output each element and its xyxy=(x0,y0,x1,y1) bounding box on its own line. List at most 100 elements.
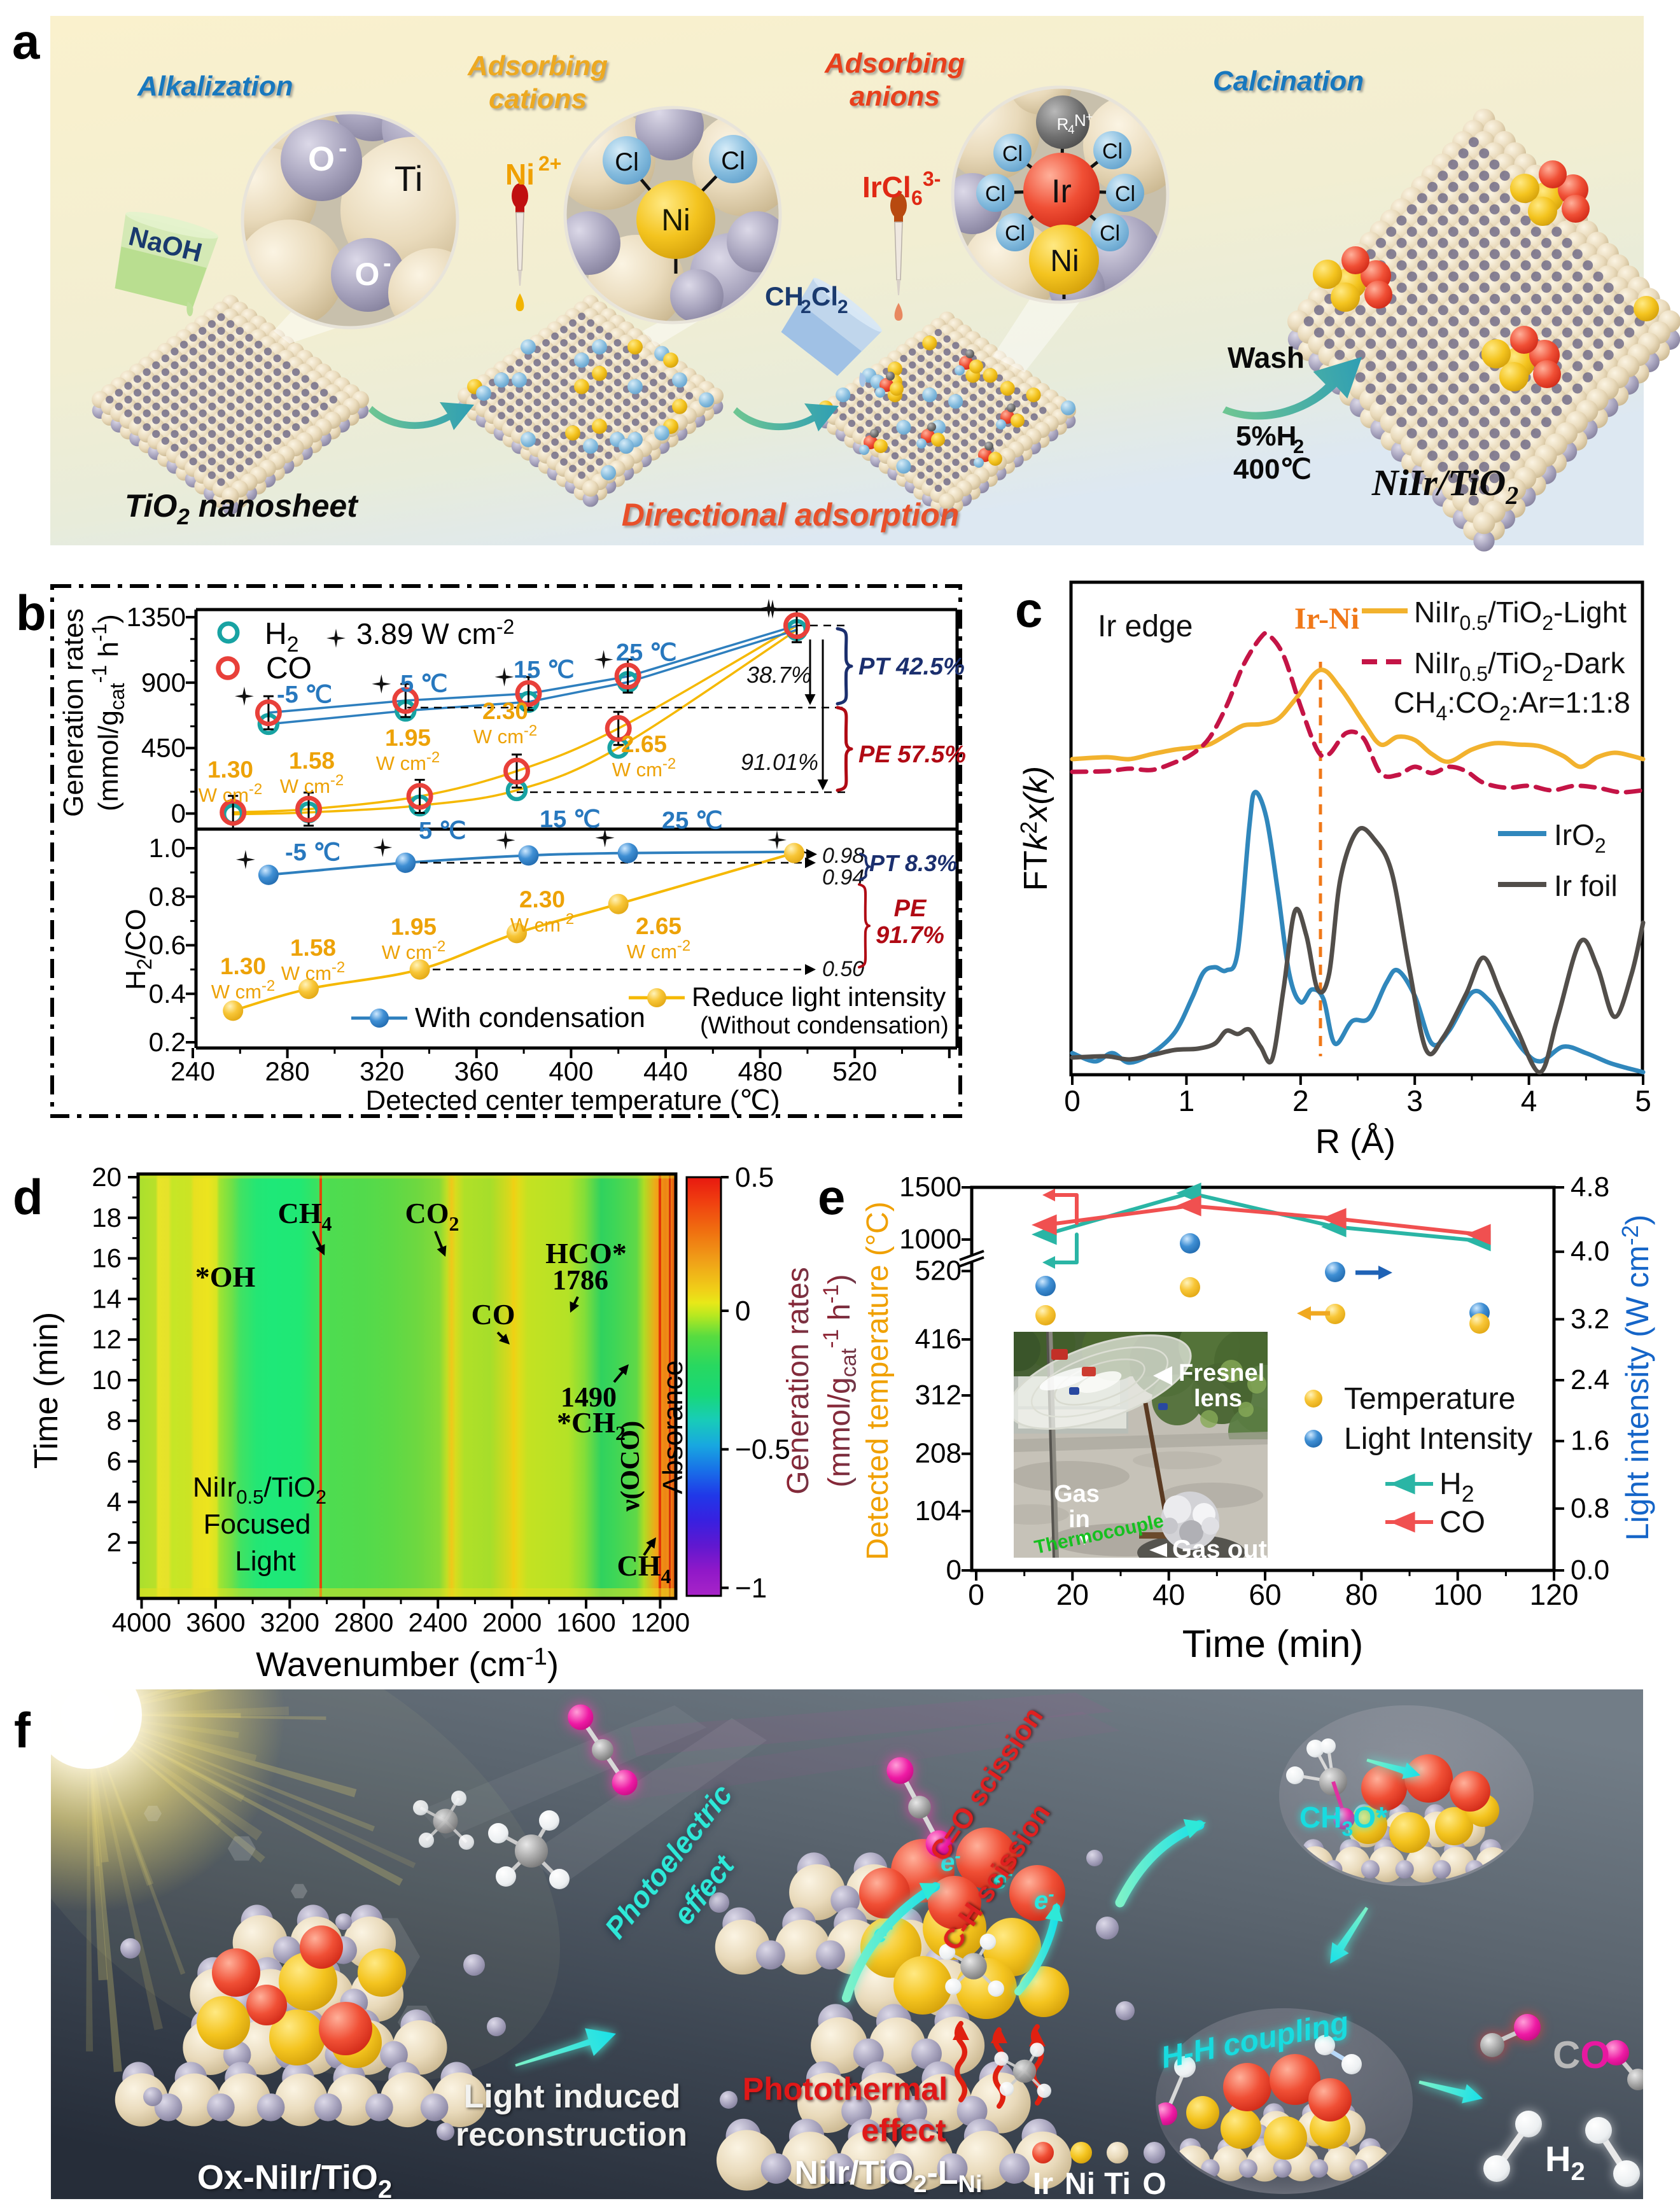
svg-text:0.98: 0.98 xyxy=(822,844,864,868)
svg-text:0: 0 xyxy=(968,1578,984,1611)
svg-text:3.89 W cm-2: 3.89 W cm-2 xyxy=(356,615,514,650)
svg-text:0: 0 xyxy=(171,799,186,828)
svg-text:25 ℃: 25 ℃ xyxy=(616,639,677,666)
svg-text:0.2: 0.2 xyxy=(149,1027,186,1057)
svg-text:0.6: 0.6 xyxy=(149,930,186,960)
svg-text:25 ℃: 25 ℃ xyxy=(662,807,723,834)
svg-text:520: 520 xyxy=(832,1056,877,1086)
svg-text:1.58: 1.58 xyxy=(289,748,335,774)
svg-text:18: 18 xyxy=(92,1203,122,1233)
svg-text:PT 42.5%: PT 42.5% xyxy=(858,653,965,680)
svg-text:Ox-NiIr/TiO2: Ox-NiIr/TiO2 xyxy=(197,2158,392,2204)
svg-text:0.4: 0.4 xyxy=(149,979,186,1009)
svg-text:HCO*: HCO* xyxy=(545,1237,627,1269)
svg-text:Directional adsorption: Directional adsorption xyxy=(622,497,960,533)
svg-text:Ni: Ni xyxy=(1050,244,1079,278)
svg-text:320: 320 xyxy=(360,1056,404,1086)
svg-text:480: 480 xyxy=(738,1056,783,1086)
svg-text:900: 900 xyxy=(141,667,186,697)
svg-text:1.58: 1.58 xyxy=(290,935,336,961)
svg-text:312: 312 xyxy=(915,1380,962,1411)
svg-text:Cl: Cl xyxy=(1115,182,1135,206)
svg-text:1.0: 1.0 xyxy=(149,833,186,863)
svg-text:CO: CO xyxy=(1553,2034,1610,2076)
svg-text:4000: 4000 xyxy=(112,1607,171,1637)
svg-text:Ti: Ti xyxy=(1104,2167,1131,2201)
svg-text:Detected center temperature (℃: Detected center temperature (℃) xyxy=(365,1085,780,1116)
svg-text:20: 20 xyxy=(1056,1578,1089,1611)
svg-text:2.65: 2.65 xyxy=(621,731,667,757)
svg-text:12: 12 xyxy=(92,1324,122,1354)
svg-text:Cl: Cl xyxy=(721,147,745,175)
svg-text:IrO2: IrO2 xyxy=(1554,818,1606,857)
svg-text:2800: 2800 xyxy=(334,1607,393,1637)
svg-text:280: 280 xyxy=(265,1056,310,1086)
svg-text:CO: CO xyxy=(1439,1506,1485,1539)
svg-text:Detected temperature (°C): Detected temperature (°C) xyxy=(861,1201,895,1560)
svg-text:4: 4 xyxy=(1068,123,1075,137)
svg-text:-5 ℃: -5 ℃ xyxy=(277,681,332,708)
svg-text:1.30: 1.30 xyxy=(220,953,266,979)
svg-text:208: 208 xyxy=(915,1438,962,1469)
svg-text:NiIr0.5/TiO2-Light: NiIr0.5/TiO2-Light xyxy=(1414,596,1627,634)
svg-text:Cl: Cl xyxy=(1100,221,1120,246)
svg-text:a: a xyxy=(12,13,40,69)
svg-text:0.94: 0.94 xyxy=(822,865,864,890)
svg-text:O: O xyxy=(308,140,335,178)
svg-text:6: 6 xyxy=(107,1446,122,1476)
svg-text:Generation rates: Generation rates xyxy=(58,608,89,817)
svg-text:reconstruction: reconstruction xyxy=(456,2116,687,2153)
svg-text:Ni: Ni xyxy=(661,204,690,237)
svg-text:0.8: 0.8 xyxy=(149,881,186,911)
svg-text:1: 1 xyxy=(1179,1084,1195,1117)
svg-text:(mmol/gcat-1 h-1): (mmol/gcat-1 h-1) xyxy=(88,614,129,811)
svg-text:Cl: Cl xyxy=(811,281,838,311)
svg-text:O: O xyxy=(1142,2167,1166,2201)
svg-text:2.30: 2.30 xyxy=(482,698,528,724)
svg-text:6: 6 xyxy=(911,186,923,209)
svg-text:Cl: Cl xyxy=(615,148,639,176)
svg-text:1.95: 1.95 xyxy=(391,914,437,940)
svg-text:91.7%: 91.7% xyxy=(876,922,944,949)
svg-text:f: f xyxy=(14,1702,31,1758)
svg-text:10: 10 xyxy=(92,1365,122,1395)
svg-text:520: 520 xyxy=(915,1255,962,1287)
svg-text:2.30: 2.30 xyxy=(519,886,565,912)
svg-text:(Without condensation): (Without condensation) xyxy=(700,1012,949,1039)
svg-text:0.5: 0.5 xyxy=(735,1162,774,1193)
svg-text:38.7%: 38.7% xyxy=(746,662,811,688)
svg-text:1200: 1200 xyxy=(631,1607,690,1637)
svg-text:Adsorbing: Adsorbing xyxy=(467,50,608,81)
svg-text:1600: 1600 xyxy=(556,1607,615,1637)
svg-text:104: 104 xyxy=(915,1495,962,1527)
svg-text:0: 0 xyxy=(735,1296,750,1327)
svg-text:Cl: Cl xyxy=(1002,142,1023,166)
svg-text:−1: −1 xyxy=(735,1572,767,1604)
svg-text:2400: 2400 xyxy=(408,1607,467,1637)
svg-text:2: 2 xyxy=(1293,435,1304,458)
svg-text:4: 4 xyxy=(1521,1084,1537,1117)
svg-text:Generation rates: Generation rates xyxy=(781,1267,815,1495)
svg-text:NiIr/TiO2-LNi: NiIr/TiO2-LNi xyxy=(794,2155,982,2198)
svg-text:1000: 1000 xyxy=(899,1224,962,1255)
svg-text:450: 450 xyxy=(141,733,186,763)
svg-text:+: + xyxy=(1086,111,1093,124)
svg-text:Fresnel: Fresnel xyxy=(1179,1360,1264,1387)
svg-text:PE 57.5%: PE 57.5% xyxy=(858,741,966,768)
svg-text:in: in xyxy=(1068,1506,1090,1533)
svg-text:100: 100 xyxy=(1433,1578,1482,1611)
svg-text:Ir: Ir xyxy=(1033,2167,1053,2201)
svg-text:TiO2 nanosheet: TiO2 nanosheet xyxy=(125,488,359,529)
svg-text:5: 5 xyxy=(1635,1084,1651,1117)
svg-text:2000: 2000 xyxy=(482,1607,542,1637)
svg-text:3600: 3600 xyxy=(186,1607,245,1637)
svg-text:1.30: 1.30 xyxy=(207,757,253,783)
svg-text:1.95: 1.95 xyxy=(385,725,431,751)
svg-text:O: O xyxy=(355,256,380,292)
svg-text:PT 8.3%: PT 8.3% xyxy=(869,850,957,876)
svg-text:4: 4 xyxy=(107,1486,122,1516)
svg-text:e-: e- xyxy=(1034,1884,1054,1915)
svg-text:5 ℃: 5 ℃ xyxy=(419,818,466,844)
svg-text:400℃: 400℃ xyxy=(1233,454,1312,485)
svg-text:3.2: 3.2 xyxy=(1571,1303,1609,1334)
